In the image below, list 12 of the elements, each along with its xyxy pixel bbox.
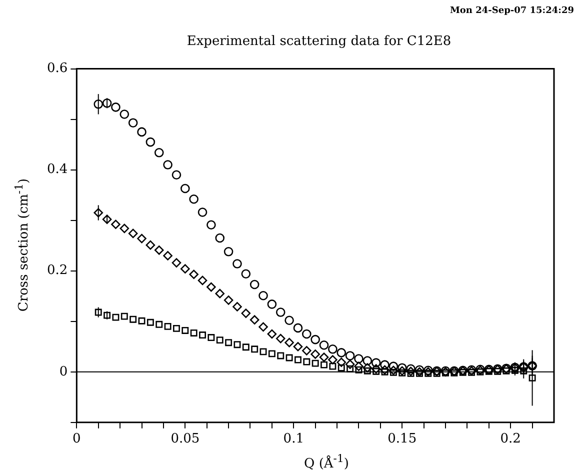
text: Mon 24-Sep-07 15:24:29	[450, 6, 574, 16]
x-tick-label: 0.05	[170, 432, 200, 447]
y-tick-label: 0.6	[46, 61, 68, 76]
y-tick-label: 0.2	[46, 263, 68, 278]
y-tick-label: 0.4	[46, 162, 68, 178]
x-tick-label: 0.1	[283, 432, 304, 447]
x-tick-label: 0.2	[500, 432, 521, 447]
y-tick-label: 0	[59, 364, 68, 380]
x-axis-title: Q (Å$^{-1}$)	[303, 452, 350, 472]
x-tick-label: 0	[72, 432, 81, 447]
x-tick-label: 0.15	[388, 432, 417, 447]
chart-title: Experimental scattering data for C12E8	[186, 34, 452, 49]
